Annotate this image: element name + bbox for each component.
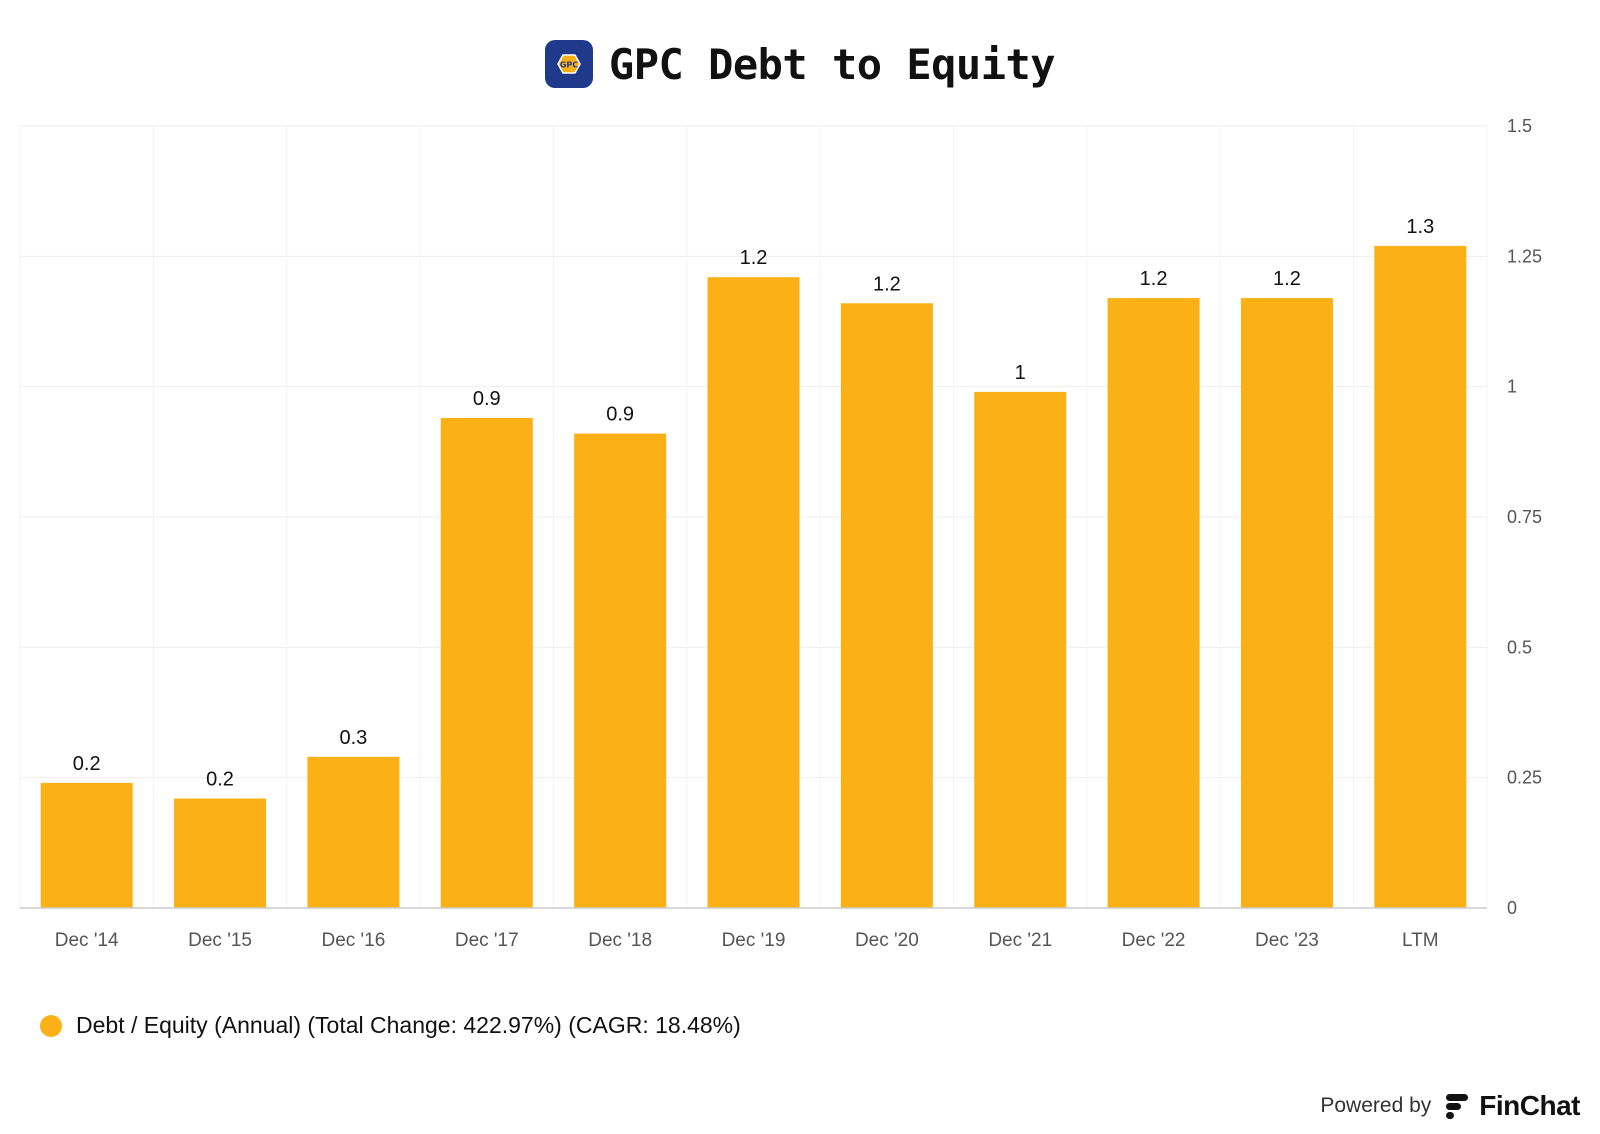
- bar[interactable]: [840, 303, 933, 909]
- bar[interactable]: [1240, 298, 1333, 908]
- y-tick-label: 1.25: [1507, 246, 1542, 266]
- y-tick-label: 0.75: [1507, 507, 1542, 527]
- data-label: 1.2: [1273, 268, 1301, 290]
- x-tick-label: Dec '23: [1255, 930, 1319, 951]
- data-label: 1.2: [1140, 268, 1168, 290]
- x-tick-label: Dec '20: [855, 930, 919, 951]
- y-tick-label: 0.25: [1507, 768, 1542, 788]
- x-tick-label: Dec '14: [55, 930, 119, 951]
- finchat-logo-icon: [1446, 1094, 1469, 1119]
- legend-swatch: [40, 1014, 62, 1037]
- data-label: 1.2: [740, 247, 768, 269]
- logo-text: GPC: [560, 61, 578, 70]
- data-label: 0.9: [473, 388, 501, 410]
- chart-header: GPC GPC Debt to Equity: [0, 36, 1600, 92]
- data-label: 1.3: [1406, 216, 1434, 238]
- x-tick-label: Dec '19: [722, 930, 786, 951]
- y-axis: 0 0.25 0.5 0.75 1 1.25 1.5: [1507, 116, 1542, 918]
- finchat-name: FinChat: [1479, 1090, 1580, 1121]
- gpc-logo-mark: GPC: [557, 54, 581, 74]
- bar[interactable]: [974, 391, 1067, 908]
- powered-by-label: Powered by: [1320, 1094, 1432, 1117]
- data-label: 0.9: [606, 404, 634, 426]
- data-label: 0.2: [73, 753, 101, 775]
- bar[interactable]: [707, 277, 800, 908]
- bar[interactable]: [307, 756, 400, 908]
- y-tick-label: 1: [1507, 377, 1517, 397]
- bars-layer: [40, 245, 1467, 909]
- x-axis: Dec '14 Dec '15 Dec '16 Dec '17 Dec '18 Dec '…: [20, 907, 1487, 951]
- finchat-brand[interactable]: FinChat: [1443, 1090, 1580, 1122]
- x-tick-label: Dec '22: [1122, 930, 1186, 951]
- x-tick-label: Dec '21: [988, 930, 1052, 951]
- bar[interactable]: [440, 417, 533, 908]
- bar[interactable]: [1107, 298, 1200, 908]
- legend: Debt / Equity (Annual) (Total Change: 42…: [40, 1012, 741, 1039]
- data-label: 1: [1015, 362, 1026, 384]
- bar[interactable]: [1374, 245, 1467, 908]
- x-tick-label: Dec '17: [455, 930, 519, 951]
- gpc-logo: GPC: [544, 40, 593, 88]
- y-tick-label: 1.5: [1507, 116, 1532, 136]
- legend-label: Debt / Equity (Annual) (Total Change: 42…: [76, 1012, 741, 1038]
- bar[interactable]: [574, 433, 667, 908]
- footer: Powered by FinChat: [1320, 1090, 1580, 1122]
- data-labels-layer: 0.2 0.2 0.3 0.9 0.9 1.2 1.2 1 1.2 1.2 1.3: [73, 216, 1434, 791]
- bar[interactable]: [174, 798, 267, 908]
- bar[interactable]: [40, 782, 133, 908]
- x-tick-label: Dec '15: [188, 930, 252, 951]
- data-label: 1.2: [873, 273, 901, 295]
- x-tick-label: Dec '16: [321, 930, 385, 951]
- y-tick-label: 0.5: [1507, 637, 1532, 657]
- chart-title: GPC Debt to Equity: [608, 39, 1056, 89]
- bar-chart: 0.20.20.30.90.91.21.211.2 1.21.3 Dec '14 D…: [19, 116, 1542, 951]
- y-tick-label: 0: [1507, 898, 1517, 918]
- data-label: 0.2: [206, 769, 234, 791]
- x-tick-label: Dec '18: [588, 930, 652, 951]
- x-tick-label: LTM: [1402, 930, 1439, 951]
- data-label: 0.3: [340, 727, 368, 749]
